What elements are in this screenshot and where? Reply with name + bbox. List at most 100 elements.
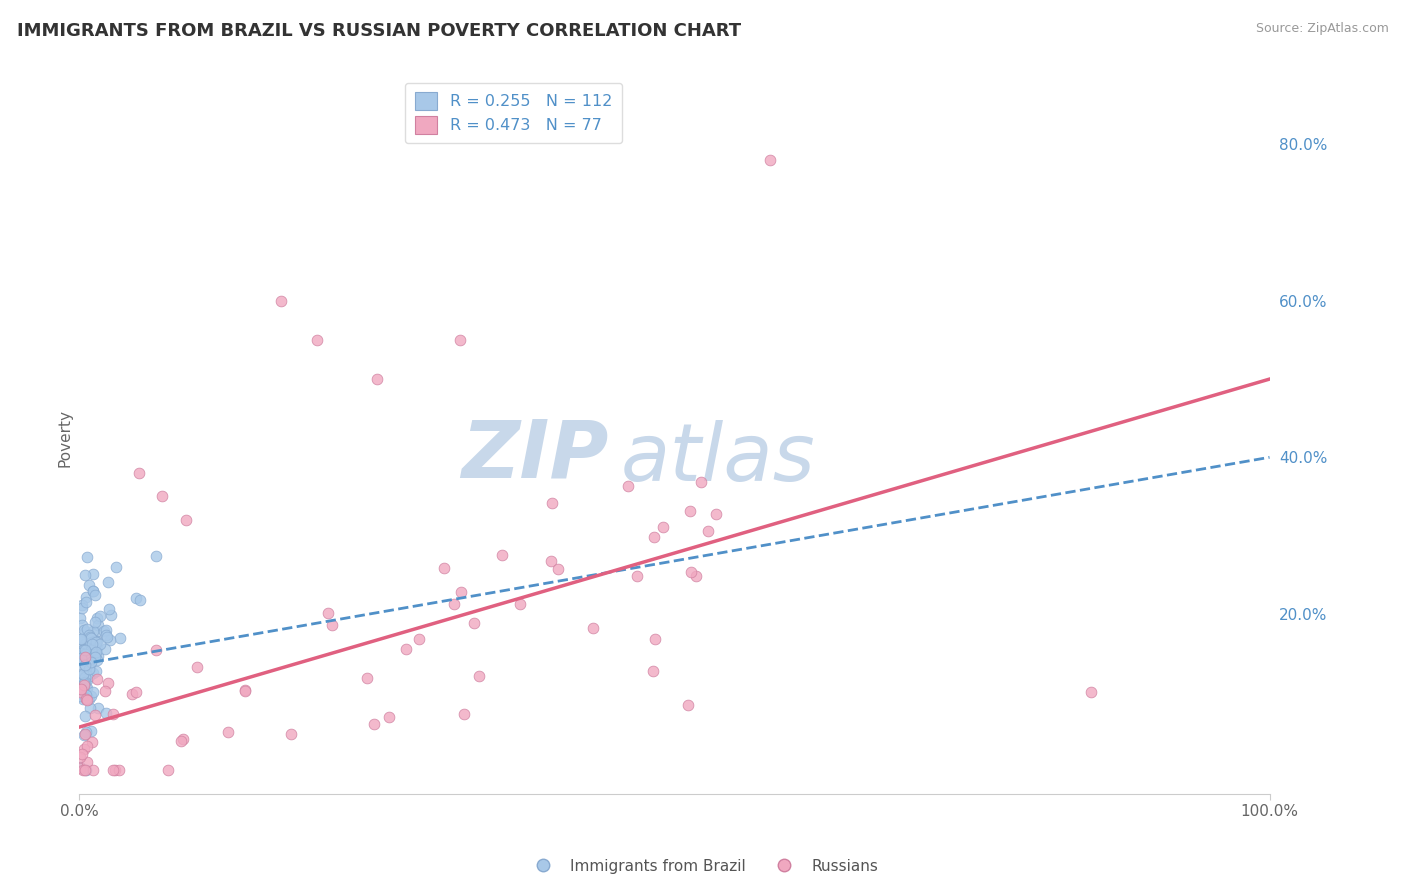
Point — [75, 637, 97, 651]
Point — [69, 632, 91, 647]
Point — [70, 668, 93, 682]
Point — [443, 597, 465, 611]
Legend: Immigrants from Brazil, Russians: Immigrants from Brazil, Russians — [522, 853, 884, 880]
Point — [73, 642, 96, 657]
Point — [156, 763, 179, 777]
Point — [73, 658, 96, 673]
Point — [73, 649, 96, 664]
Point — [86, 648, 108, 663]
Point — [69, 689, 91, 703]
Point — [84, 588, 107, 602]
Point — [84, 634, 107, 648]
Point — [77, 628, 100, 642]
Point — [82, 763, 104, 777]
Point — [70, 650, 93, 665]
Point — [217, 724, 239, 739]
Point — [280, 727, 302, 741]
Point — [70, 598, 93, 612]
Point — [77, 578, 100, 592]
Point — [73, 676, 96, 690]
Point — [98, 632, 121, 647]
Point — [1080, 685, 1102, 699]
Point — [76, 681, 98, 695]
Point — [76, 691, 98, 706]
Point — [125, 685, 148, 699]
Point — [77, 692, 100, 706]
Point — [84, 639, 107, 653]
Point — [75, 674, 97, 689]
Point — [449, 333, 471, 347]
Point — [96, 706, 118, 721]
Point — [82, 665, 104, 680]
Point — [758, 153, 780, 167]
Point — [704, 508, 727, 522]
Point — [79, 701, 101, 715]
Point — [378, 709, 401, 723]
Point — [82, 566, 104, 581]
Point — [145, 643, 167, 657]
Point — [643, 530, 665, 544]
Point — [626, 569, 648, 583]
Point — [82, 684, 104, 698]
Point — [73, 568, 96, 582]
Y-axis label: Poverty: Poverty — [58, 409, 72, 467]
Point — [76, 622, 98, 636]
Point — [103, 706, 125, 721]
Point — [84, 664, 107, 678]
Point — [76, 755, 98, 769]
Point — [75, 709, 97, 723]
Point — [72, 667, 94, 681]
Point — [75, 591, 97, 605]
Point — [69, 641, 91, 656]
Point — [70, 647, 93, 661]
Point — [86, 672, 108, 686]
Point — [75, 690, 97, 705]
Point — [79, 724, 101, 739]
Point — [87, 700, 110, 714]
Point — [75, 595, 97, 609]
Point — [100, 608, 122, 623]
Point — [93, 624, 115, 639]
Point — [76, 693, 98, 707]
Point — [83, 650, 105, 665]
Point — [97, 675, 120, 690]
Text: ZIP: ZIP — [461, 417, 609, 494]
Point — [174, 513, 197, 527]
Point — [685, 568, 707, 582]
Point — [76, 667, 98, 681]
Point — [84, 625, 107, 640]
Point — [82, 635, 104, 649]
Point — [76, 739, 98, 754]
Point — [70, 673, 93, 687]
Point — [79, 661, 101, 675]
Point — [170, 734, 193, 748]
Point — [72, 763, 94, 777]
Point — [86, 641, 108, 656]
Point — [73, 728, 96, 742]
Point — [94, 628, 117, 642]
Point — [75, 725, 97, 739]
Point — [69, 611, 91, 625]
Point — [644, 632, 666, 647]
Point — [69, 750, 91, 764]
Point — [69, 685, 91, 699]
Point — [540, 495, 562, 509]
Point — [80, 689, 103, 703]
Point — [76, 673, 98, 688]
Point — [75, 658, 97, 673]
Point — [316, 606, 339, 620]
Point — [79, 655, 101, 669]
Point — [84, 634, 107, 648]
Point — [70, 682, 93, 697]
Point — [73, 624, 96, 638]
Point — [73, 727, 96, 741]
Point — [82, 583, 104, 598]
Point — [73, 741, 96, 756]
Point — [72, 667, 94, 681]
Point — [80, 631, 103, 645]
Point — [75, 763, 97, 777]
Point — [233, 682, 256, 697]
Point — [80, 642, 103, 657]
Point — [69, 632, 91, 646]
Point — [641, 665, 664, 679]
